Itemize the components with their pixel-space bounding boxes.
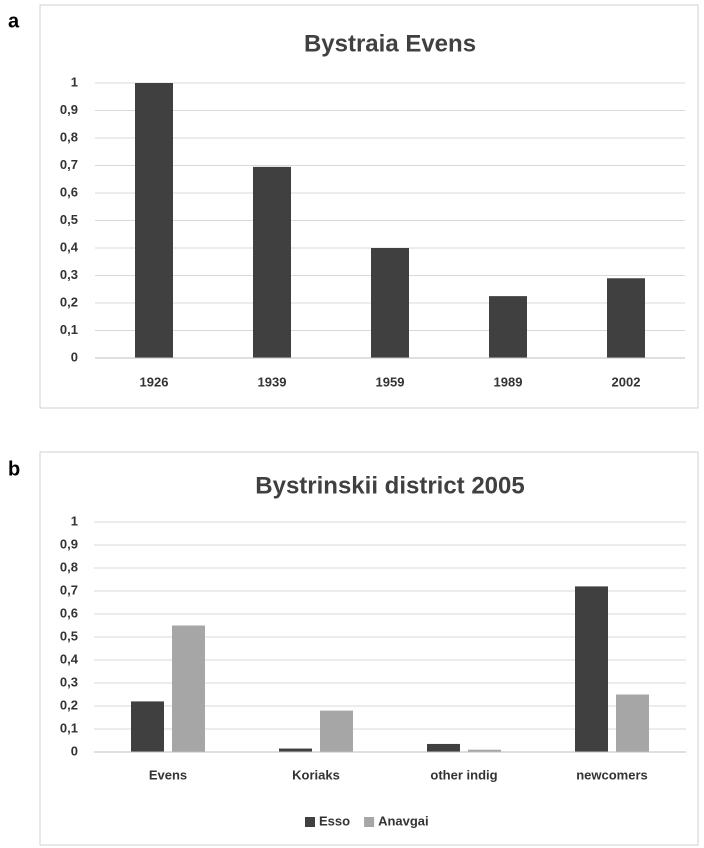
legend-label: Esso xyxy=(319,813,350,828)
bar xyxy=(489,296,527,358)
legend-label: Anavgai xyxy=(378,813,429,828)
bar xyxy=(320,710,353,752)
y-tick-label: 0,6 xyxy=(60,605,78,620)
panel-frame xyxy=(39,451,699,846)
chart-title: Bystraia Evens xyxy=(304,30,476,57)
bar xyxy=(468,749,501,752)
legend-swatch xyxy=(305,817,315,827)
y-tick-label: 0,7 xyxy=(60,157,78,172)
bar xyxy=(371,248,409,358)
x-tick-label: Evens xyxy=(149,767,187,782)
y-tick-label: 0,1 xyxy=(60,720,78,735)
panel-label: b xyxy=(8,458,20,480)
y-tick-label: 0 xyxy=(71,349,78,364)
chart-title: Bystrinskii district 2005 xyxy=(255,472,524,499)
y-tick-label: 0,4 xyxy=(60,651,79,666)
y-tick-label: 0,9 xyxy=(60,536,78,551)
x-tick-label: 1989 xyxy=(494,374,523,389)
y-tick-label: 0,9 xyxy=(60,102,78,117)
bar xyxy=(607,278,645,358)
y-tick-label: 0,4 xyxy=(60,239,79,254)
y-tick-label: 0,1 xyxy=(60,322,78,337)
y-tick-label: 0,2 xyxy=(60,697,78,712)
x-tick-label: other indig xyxy=(430,767,497,782)
bar xyxy=(131,701,164,752)
x-tick-label: 1939 xyxy=(258,374,287,389)
legend-swatch xyxy=(364,817,375,827)
y-tick-label: 0,5 xyxy=(60,212,78,227)
y-tick-label: 1 xyxy=(71,513,78,528)
y-tick-label: 0,5 xyxy=(60,628,78,643)
x-tick-label: 1926 xyxy=(140,374,169,389)
bar xyxy=(172,625,205,752)
bar xyxy=(575,586,608,752)
panel-frame xyxy=(39,4,699,409)
bar xyxy=(135,83,173,358)
bar xyxy=(253,166,291,358)
bar xyxy=(279,748,312,752)
x-tick-label: 1959 xyxy=(376,374,405,389)
y-tick-label: 0,8 xyxy=(60,129,78,144)
panel-label: a xyxy=(8,10,20,32)
x-tick-label: Koriaks xyxy=(292,767,340,782)
x-tick-label: 2002 xyxy=(612,374,641,389)
bar xyxy=(616,694,649,752)
y-tick-label: 0,3 xyxy=(60,674,78,689)
bar xyxy=(427,743,460,752)
y-tick-label: 0,7 xyxy=(60,582,78,597)
y-tick-label: 0,8 xyxy=(60,559,78,574)
y-tick-label: 1 xyxy=(71,74,78,89)
y-tick-label: 0,6 xyxy=(60,184,78,199)
y-tick-label: 0 xyxy=(71,743,78,758)
y-tick-label: 0,3 xyxy=(60,267,78,282)
y-tick-label: 0,2 xyxy=(60,294,78,309)
x-tick-label: newcomers xyxy=(576,767,648,782)
